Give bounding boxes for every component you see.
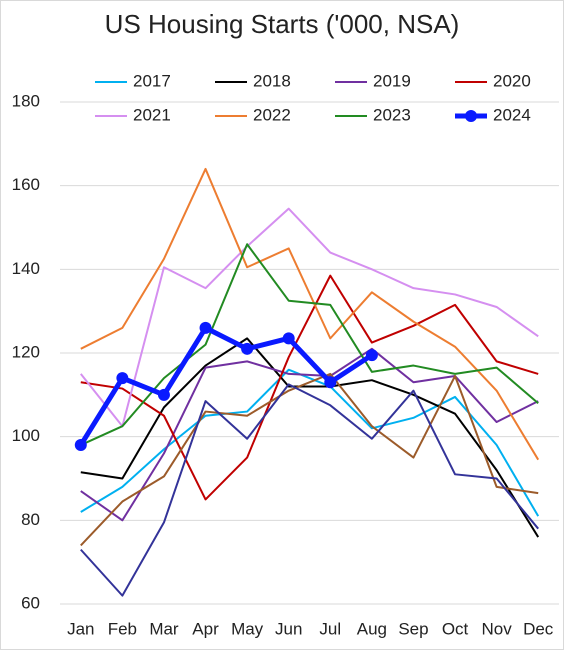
y-tick-label: 100 (12, 426, 40, 445)
series-line (80, 207, 539, 428)
series-line (80, 368, 540, 517)
y-tick-label: 140 (12, 259, 40, 278)
x-tick-label: Mar (149, 619, 179, 638)
series-line (80, 383, 539, 597)
x-tick-label: Jul (319, 619, 341, 638)
point (241, 342, 254, 355)
legend-label: 2021 (133, 105, 171, 124)
series-line (80, 337, 540, 538)
x-tick-label: Feb (108, 619, 137, 638)
y-tick-label: 120 (12, 342, 40, 361)
legend-label: 2019 (373, 71, 411, 90)
legend-swatch-point (465, 110, 477, 122)
x-tick-label: Aug (357, 619, 387, 638)
y-tick-label: 180 (12, 91, 40, 110)
point (116, 372, 129, 385)
x-tick-label: Dec (523, 619, 554, 638)
legend-label: 2024 (493, 105, 531, 124)
point (199, 321, 212, 334)
x-tick-label: Jan (67, 619, 94, 638)
point (74, 439, 87, 452)
series-line (78, 325, 374, 447)
point (365, 349, 378, 362)
legend-label: 2017 (133, 71, 171, 90)
series-line (80, 372, 539, 547)
x-tick-label: Jun (275, 619, 302, 638)
legend-label: 2018 (253, 71, 291, 90)
legend-label: 2020 (493, 71, 531, 90)
x-tick-label: Sep (398, 619, 428, 638)
x-tick-label: Apr (192, 619, 219, 638)
series-line (80, 274, 539, 501)
series-line (80, 243, 539, 446)
chart-title: US Housing Starts ('000, NSA) (105, 9, 460, 39)
x-tick-label: Nov (482, 619, 513, 638)
x-tick-label: Oct (442, 619, 469, 638)
legend-label: 2022 (253, 105, 291, 124)
legend-label: 2023 (373, 105, 411, 124)
point (282, 332, 295, 345)
x-tick-label: May (231, 619, 264, 638)
point (324, 376, 337, 389)
series-line (80, 167, 540, 461)
y-tick-label: 160 (12, 175, 40, 194)
y-tick-label: 80 (21, 510, 40, 529)
point (157, 388, 170, 401)
y-tick-label: 60 (21, 593, 40, 612)
series-line (80, 347, 539, 522)
